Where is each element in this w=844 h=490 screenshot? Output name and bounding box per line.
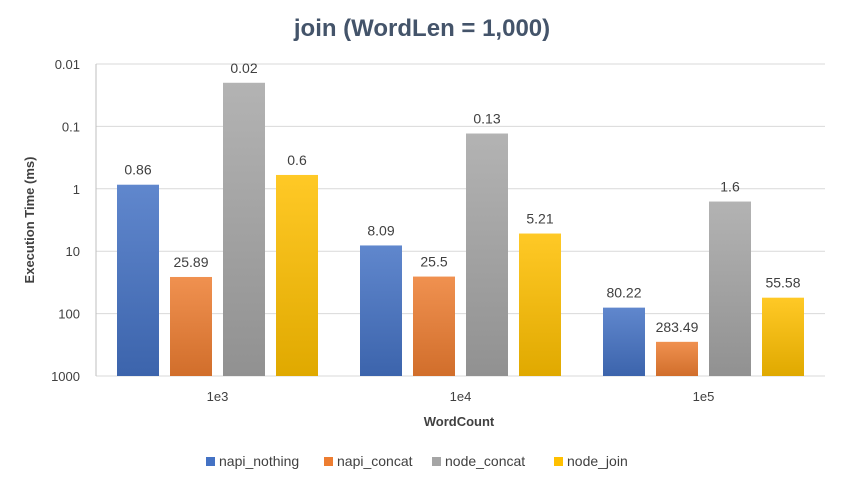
y-tick-label: 0.1: [62, 119, 80, 134]
legend-label: napi_nothing: [219, 453, 299, 469]
data-label: 0.13: [473, 111, 500, 127]
legend-swatch: [324, 457, 333, 466]
legend-swatch: [432, 457, 441, 466]
data-label: 25.89: [173, 254, 208, 270]
data-label: 0.6: [287, 152, 307, 168]
legend-item-napi_concat: napi_concat: [324, 453, 413, 469]
bar-napi_concat-1e4: [413, 276, 455, 376]
legend-label: napi_concat: [337, 453, 413, 469]
data-label: 8.09: [367, 222, 394, 238]
x-tick-label: 1e5: [693, 389, 715, 404]
x-axis-ticks: 1e3 1e4 1e5: [207, 389, 715, 404]
legend-swatch: [554, 457, 563, 466]
grid-lines: [95, 63, 825, 377]
bars: [117, 82, 804, 376]
legend-item-node_join: node_join: [554, 453, 628, 469]
bar-napi_concat-1e5: [656, 341, 698, 376]
data-label: 55.58: [765, 275, 800, 291]
x-tick-label: 1e3: [207, 389, 229, 404]
data-labels: 0.86 25.89 0.02 0.6 8.09 25.5 0.13 5.21 80.22 283…: [124, 60, 800, 335]
legend-label: node_join: [567, 453, 628, 469]
y-axis-title: Execution Time (ms): [22, 157, 37, 284]
data-label: 0.86: [124, 162, 151, 178]
x-tick-label: 1e4: [450, 389, 472, 404]
bar-node_join-1e4: [519, 233, 561, 376]
bar-node_concat-1e3: [223, 82, 265, 376]
data-label: 283.49: [656, 319, 699, 335]
y-axis-ticks: 0.01 0.1 1 10 100 1000: [51, 57, 80, 384]
bar-napi_nothing-1e3: [117, 184, 159, 376]
y-tick-label: 0.01: [55, 57, 80, 72]
y-tick-label: 1000: [51, 369, 80, 384]
y-tick-label: 10: [66, 244, 80, 259]
bar-node_join-1e3: [276, 174, 318, 376]
bar-node_concat-1e4: [466, 133, 508, 376]
y-tick-label: 100: [58, 307, 80, 322]
data-label: 25.5: [420, 254, 447, 270]
data-label: 1.6: [720, 179, 740, 195]
legend-item-napi_nothing: napi_nothing: [206, 453, 299, 469]
y-tick-label: 1: [73, 182, 80, 197]
legend-label: node_concat: [445, 453, 525, 469]
bar-node_concat-1e5: [709, 201, 751, 376]
x-axis-title: WordCount: [424, 414, 495, 429]
legend-item-node_concat: node_concat: [432, 453, 525, 469]
legend: napi_nothing napi_concat node_concat node_j…: [206, 453, 628, 469]
bar-node_join-1e5: [762, 297, 804, 376]
bar-napi_nothing-1e5: [603, 307, 645, 376]
bar-napi_nothing-1e4: [360, 245, 402, 376]
bar-napi_concat-1e3: [170, 276, 212, 376]
data-label: 80.22: [606, 285, 641, 301]
chart-title: join (WordLen = 1,000): [293, 15, 550, 42]
legend-swatch: [206, 457, 215, 466]
data-label: 0.02: [230, 60, 257, 76]
data-label: 5.21: [526, 211, 553, 227]
